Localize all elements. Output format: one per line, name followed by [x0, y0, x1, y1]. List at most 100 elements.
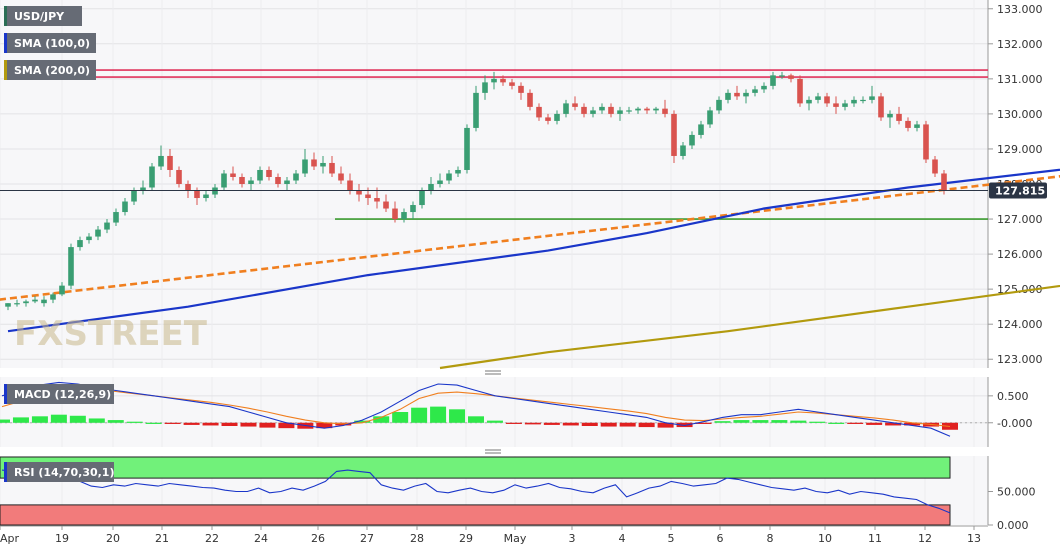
bullish-candle [5, 303, 11, 307]
rsi-resize-handle[interactable] [482, 448, 504, 455]
bullish-candle [815, 96, 821, 100]
bearish-candle [905, 120, 911, 128]
x-tick-label: 21 [155, 532, 169, 545]
bullish-candle [59, 285, 65, 295]
macd-histogram-bar-negative [240, 422, 257, 427]
macd-histogram-bar-positive [69, 415, 86, 423]
bearish-candle [347, 180, 353, 192]
macd-histogram-bar-negative [581, 422, 598, 426]
bullish-candle [590, 110, 596, 114]
bullish-candle [761, 85, 767, 90]
bearish-candle [239, 176, 245, 184]
bullish-candle [23, 301, 29, 304]
bullish-candle [770, 75, 776, 86]
bearish-candle [572, 103, 578, 107]
bearish-candle [662, 108, 668, 114]
bullish-candle [14, 303, 20, 305]
macd-histogram-bar-positive [809, 421, 826, 423]
macd-histogram-bar-negative [202, 422, 219, 426]
bearish-candle [275, 176, 281, 184]
bearish-candle [941, 173, 947, 191]
bearish-candle [833, 103, 839, 107]
price-y-tick-label: 129.000 [997, 143, 1043, 156]
bullish-candle [149, 166, 155, 188]
bullish-candle [77, 240, 83, 248]
legend-sma100-label: SMA (100,0) [14, 37, 90, 50]
bullish-candle [743, 92, 749, 97]
bearish-candle [518, 85, 524, 93]
bullish-candle [716, 99, 722, 111]
macd-histogram-bar-negative [259, 422, 276, 428]
x-tick-label: 10 [818, 532, 832, 545]
macd-histogram-bar-positive [354, 420, 371, 423]
macd-histogram-bar-negative [600, 422, 617, 427]
bullish-candle [806, 99, 812, 104]
bullish-candle [248, 180, 254, 184]
bullish-candle [680, 145, 686, 156]
bullish-candle [689, 134, 695, 146]
bearish-candle [374, 198, 380, 202]
macd-histogram-bar-negative [543, 422, 560, 425]
x-tick-label: 4 [619, 532, 626, 545]
x-tick-label: 12 [918, 532, 932, 545]
bullish-candle [725, 92, 731, 100]
bearish-candle [608, 106, 614, 114]
bullish-candle [50, 294, 56, 300]
bearish-candle [194, 191, 200, 199]
macd-histogram-bar-negative [695, 422, 712, 424]
bullish-candle [914, 124, 920, 128]
price-y-tick-label: 123.000 [997, 353, 1043, 366]
bullish-candle [113, 212, 119, 223]
bullish-candle [122, 201, 128, 213]
x-tick-label: 19 [55, 532, 69, 545]
macd-histogram-bar-positive [126, 421, 143, 423]
bearish-candle [923, 124, 929, 160]
x-tick-label: 24 [254, 532, 268, 545]
legend-usdjpy-box [4, 6, 82, 26]
bullish-candle [437, 180, 443, 184]
macd-y-axis: 0.500 -0.000 [987, 377, 1032, 447]
bullish-candle [635, 108, 641, 111]
rsi-y-tick-label: 50.000 [997, 486, 1036, 499]
macd-histogram-bar-negative [638, 422, 655, 428]
bearish-candle [671, 113, 677, 156]
bullish-candle [554, 113, 560, 121]
x-tick-label: 22 [205, 532, 219, 545]
bullish-candle [473, 92, 479, 128]
bullish-candle [32, 299, 38, 302]
bearish-candle [392, 208, 398, 220]
macd-histogram-bar-positive [0, 419, 10, 423]
bearish-candle [500, 78, 506, 83]
rsi-overbought-zone [0, 456, 951, 479]
macd-histogram-bar-positive [50, 414, 67, 423]
rsi-legend: RSI (14,70,30,1) [4, 462, 114, 482]
bullish-candle [293, 173, 299, 181]
candles [5, 71, 947, 311]
bearish-candle [644, 108, 650, 111]
bearish-candle [176, 169, 182, 184]
bullish-candle [257, 169, 263, 181]
macd-histogram-bar-negative [847, 422, 864, 424]
bearish-candle [527, 92, 533, 107]
bullish-candle [140, 187, 146, 192]
bullish-candle [86, 236, 92, 241]
bearish-candle [356, 191, 362, 195]
bullish-candle [455, 169, 461, 174]
bearish-candle [734, 92, 740, 97]
legend-sma200-label: SMA (200,0) [14, 64, 90, 77]
moving-averages [7, 168, 1060, 370]
x-tick-label: 28 [410, 532, 424, 545]
macd-histogram-bar-negative [562, 422, 579, 426]
x-tick-label: 29 [459, 532, 473, 545]
legend-usdjpy-swatch [4, 6, 7, 26]
legend-macd-label: MACD (12,26,9) [14, 388, 111, 401]
bullish-candle [419, 191, 425, 206]
sma-100-line [7, 168, 1060, 333]
macd-histogram-bar-positive [88, 418, 105, 423]
bullish-candle [212, 187, 218, 195]
bearish-candle [266, 169, 272, 177]
bullish-candle [698, 124, 704, 135]
macd-resize-handle[interactable] [482, 369, 504, 376]
bearish-candle [878, 96, 884, 118]
